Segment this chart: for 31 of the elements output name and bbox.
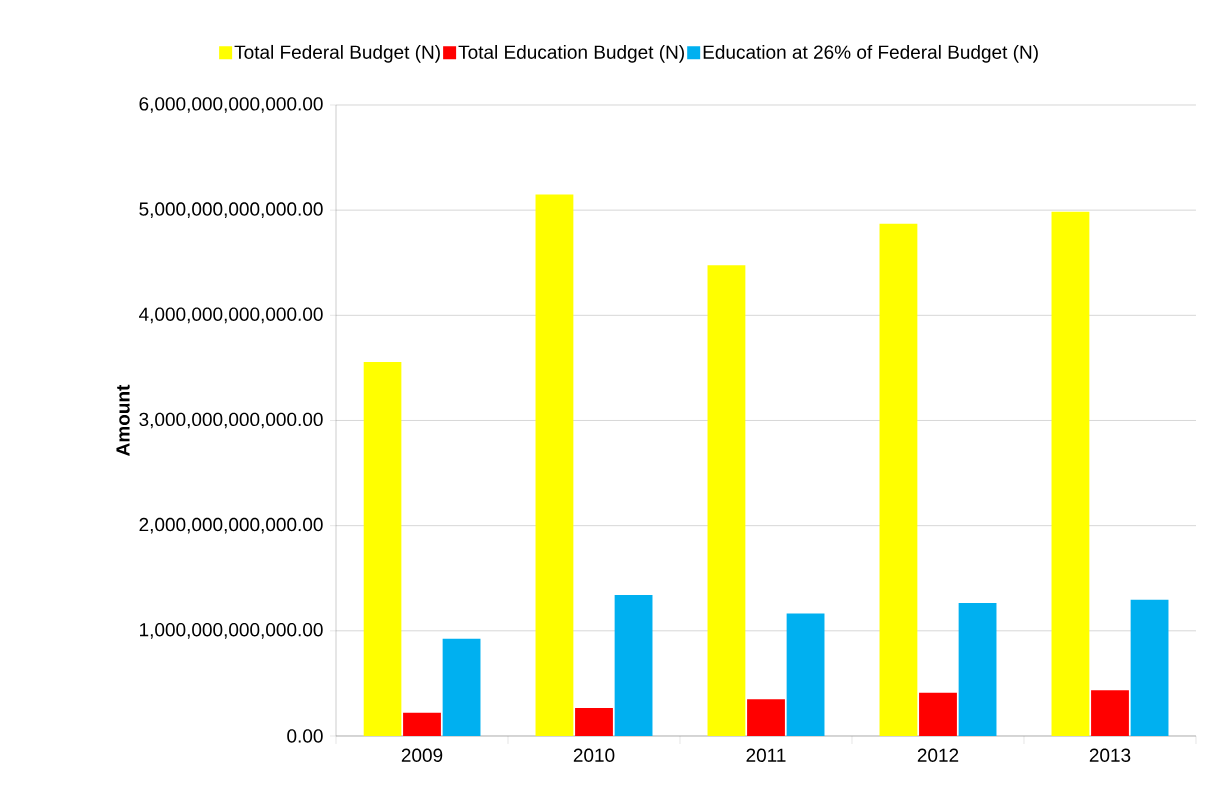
y-tick-label: 5,000,000,000,000.00 bbox=[139, 202, 323, 218]
legend-label: Total Federal Budget (N) bbox=[234, 44, 440, 63]
bar bbox=[363, 362, 402, 736]
bar bbox=[1130, 599, 1169, 736]
bar bbox=[786, 613, 825, 736]
bar bbox=[1051, 211, 1090, 736]
bar bbox=[747, 699, 785, 736]
y-tick-label: 0.00 bbox=[287, 729, 323, 743]
bar bbox=[919, 692, 957, 736]
y-tick-label: 4,000,000,000,000.00 bbox=[139, 307, 323, 324]
x-tick-label: 2009 bbox=[401, 748, 443, 762]
x-tick-label: 2012 bbox=[917, 748, 959, 762]
bar bbox=[614, 595, 653, 736]
legend-label: Total Education Budget (N) bbox=[458, 44, 684, 63]
legend-label: Education at 26% of Federal Budget (N) bbox=[703, 44, 1038, 63]
y-tick-label: 1,000,000,000,000.00 bbox=[140, 622, 323, 639]
x-tick-label: 2011 bbox=[746, 748, 786, 762]
bar bbox=[958, 602, 997, 736]
bar bbox=[403, 712, 441, 736]
y-tick-label: 3,000,000,000,000.00 bbox=[139, 412, 323, 429]
y-tick-label: 6,000,000,000,000.00 bbox=[139, 97, 323, 113]
y-tick-label: 2,000,000,000,000.00 bbox=[139, 517, 323, 534]
bar bbox=[535, 194, 574, 736]
x-tick-label: 2013 bbox=[1089, 748, 1131, 762]
x-tick-label: 2010 bbox=[573, 748, 615, 762]
y-axis-title: Amount bbox=[116, 384, 130, 456]
bar bbox=[442, 638, 481, 736]
bar bbox=[1091, 690, 1129, 736]
bar bbox=[707, 265, 746, 736]
bar bbox=[575, 708, 613, 736]
bar bbox=[879, 223, 918, 736]
